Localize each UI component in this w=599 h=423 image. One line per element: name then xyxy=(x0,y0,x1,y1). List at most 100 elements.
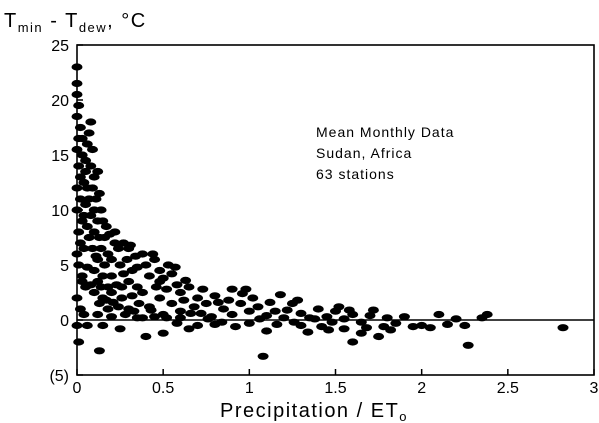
data-point xyxy=(257,352,269,360)
annotation-line-3: 63 stations xyxy=(316,166,395,182)
data-point xyxy=(87,145,98,154)
data-point xyxy=(230,323,241,331)
data-point xyxy=(364,312,376,320)
data-point xyxy=(174,288,186,297)
data-point xyxy=(102,305,114,313)
data-point xyxy=(185,309,197,317)
data-point xyxy=(88,173,100,181)
data-point xyxy=(433,310,445,319)
data-point xyxy=(137,314,148,322)
data-point xyxy=(106,272,117,280)
data-point xyxy=(147,250,159,258)
data-point xyxy=(243,307,255,315)
data-point xyxy=(226,310,238,319)
data-point xyxy=(326,318,338,326)
data-point xyxy=(398,313,410,321)
x-tick-label: 2 xyxy=(417,380,426,397)
data-point xyxy=(109,228,121,236)
data-point xyxy=(154,277,166,286)
data-point xyxy=(216,318,228,326)
data-point xyxy=(119,310,131,319)
data-point xyxy=(80,156,92,165)
data-point xyxy=(116,294,128,302)
y-axis-title-mid: - T xyxy=(43,10,79,32)
data-point xyxy=(288,318,300,326)
data-point xyxy=(107,298,119,306)
data-point xyxy=(180,276,192,284)
data-point xyxy=(73,338,85,346)
data-point xyxy=(338,325,350,333)
data-point xyxy=(188,303,200,311)
y-tick-label: 20 xyxy=(51,93,69,110)
data-point xyxy=(80,167,92,176)
data-point xyxy=(343,306,355,314)
data-point xyxy=(321,313,333,321)
data-point xyxy=(73,261,85,269)
annotation-line-2: Sudan, Africa xyxy=(316,145,412,161)
data-point xyxy=(78,178,90,187)
data-point xyxy=(106,313,117,321)
data-point xyxy=(269,307,281,315)
data-point xyxy=(97,272,109,280)
data-point xyxy=(166,270,178,278)
data-point xyxy=(338,315,350,323)
data-point xyxy=(195,309,207,317)
data-point xyxy=(112,244,124,253)
data-point xyxy=(243,319,255,327)
data-point xyxy=(92,167,104,176)
data-point xyxy=(95,244,107,253)
data-point xyxy=(76,277,88,286)
data-point xyxy=(137,288,148,297)
data-point xyxy=(85,118,97,126)
data-point xyxy=(95,206,107,214)
x-axis-title-main: Precipitation / ET xyxy=(220,400,399,422)
data-point xyxy=(197,285,209,293)
data-point xyxy=(102,250,114,258)
data-point xyxy=(323,326,335,334)
data-point xyxy=(106,255,117,264)
data-point xyxy=(83,195,95,203)
data-point xyxy=(128,307,140,315)
y-axis-title-sub1: min xyxy=(18,20,43,35)
data-point xyxy=(81,140,93,148)
data-point xyxy=(381,314,393,322)
data-point xyxy=(166,299,178,308)
data-point xyxy=(212,298,224,306)
data-point xyxy=(226,285,238,293)
data-point xyxy=(261,327,273,335)
data-point xyxy=(235,299,247,308)
data-point xyxy=(71,250,83,258)
data-point xyxy=(97,321,109,330)
data-point xyxy=(292,296,304,304)
data-point xyxy=(76,151,88,159)
data-point xyxy=(373,332,385,341)
y-tick-label: 15 xyxy=(51,148,69,165)
data-point xyxy=(124,241,136,249)
data-point xyxy=(407,323,419,331)
data-point xyxy=(99,261,111,269)
data-point xyxy=(71,145,83,154)
data-point xyxy=(81,184,93,192)
data-point xyxy=(92,310,104,319)
data-point xyxy=(106,288,117,297)
data-point xyxy=(71,206,83,214)
data-point xyxy=(140,332,152,341)
annotation-line-1: Mean Monthly Data xyxy=(316,124,454,140)
data-point xyxy=(385,326,397,334)
data-point xyxy=(274,291,286,299)
data-point xyxy=(361,324,372,332)
x-tick-label: 1.5 xyxy=(324,380,346,397)
x-axis-title-sub: o xyxy=(399,409,408,423)
data-point xyxy=(481,310,493,319)
data-point xyxy=(114,261,126,269)
data-point xyxy=(192,294,204,302)
data-point xyxy=(240,285,252,293)
data-point xyxy=(76,272,88,280)
data-point xyxy=(183,283,195,291)
data-point xyxy=(78,211,90,220)
data-point xyxy=(78,244,90,253)
points-layer xyxy=(71,63,569,360)
data-point xyxy=(126,292,138,300)
data-point xyxy=(174,307,186,315)
